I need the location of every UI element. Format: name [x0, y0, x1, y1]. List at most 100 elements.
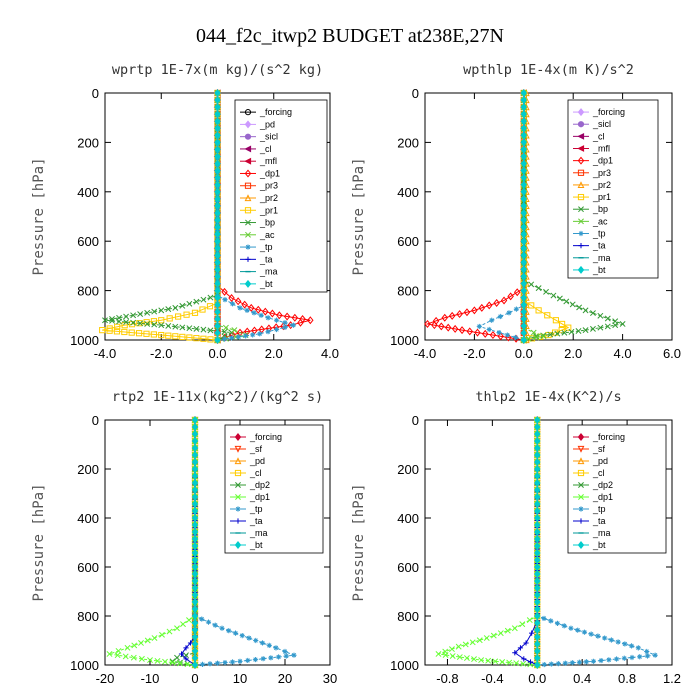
legend-entry: _forcing	[592, 432, 625, 442]
data-point	[506, 310, 512, 316]
data-point	[282, 648, 288, 655]
data-point	[535, 307, 542, 314]
y-axis-label: Pressure [hPa]	[351, 483, 367, 601]
data-point	[563, 298, 570, 305]
x-tick-label: 0.0	[208, 346, 226, 361]
data-point	[525, 335, 532, 342]
data-point	[550, 292, 557, 299]
data-point	[588, 631, 594, 637]
x-tick-label: -0.8	[436, 671, 458, 686]
plot-frame	[424, 92, 673, 341]
data-point	[619, 320, 626, 327]
data-point	[207, 327, 214, 334]
data-point	[151, 308, 158, 315]
data-point	[283, 653, 289, 659]
legend-entry: _cl	[592, 468, 605, 478]
data-point	[229, 659, 236, 665]
data-point	[282, 320, 288, 326]
data-point	[485, 301, 493, 310]
data-point	[123, 319, 130, 326]
data-point	[597, 312, 604, 319]
data-point	[529, 630, 535, 636]
data-point	[590, 310, 596, 317]
data-point	[478, 303, 486, 312]
data-point	[291, 313, 299, 322]
data-point	[520, 336, 528, 344]
data-point	[275, 654, 282, 660]
data-point	[637, 654, 643, 660]
data-point	[172, 323, 179, 330]
legend-entry: _pr3	[259, 181, 278, 191]
data-point	[130, 312, 137, 319]
legend: _forcing _sf _pd _cl _dp2 _dp1 _tp _ta _ma _bt	[567, 424, 667, 554]
series-group	[99, 89, 314, 344]
legend-marker	[577, 445, 585, 453]
data-point	[121, 322, 128, 329]
data-point	[180, 621, 186, 628]
data-point	[138, 639, 144, 646]
data-point	[159, 631, 165, 638]
legend-marker	[577, 457, 585, 465]
series-line-ac	[217, 93, 248, 341]
data-point	[534, 661, 541, 669]
series-group	[435, 416, 658, 669]
legend-entry: _bt	[592, 265, 606, 275]
data-point	[613, 656, 620, 662]
data-point	[602, 635, 608, 641]
data-point	[222, 659, 228, 666]
data-point	[124, 644, 131, 651]
data-point	[598, 657, 604, 664]
data-point	[187, 640, 194, 646]
data-point	[235, 334, 242, 340]
data-point	[200, 326, 207, 333]
legend-entry: _tp	[592, 229, 606, 239]
data-point	[243, 333, 249, 339]
series-group	[424, 89, 626, 344]
data-point	[207, 336, 214, 343]
data-point	[483, 635, 490, 642]
data-point	[116, 318, 123, 325]
legend-entry: _dp2	[249, 480, 270, 490]
x-tick-label: 2.0	[265, 346, 283, 361]
data-point	[130, 319, 137, 326]
legend-entry: _tp	[592, 504, 606, 514]
y-tick-label: 0	[412, 413, 419, 428]
data-point	[193, 298, 200, 305]
data-point	[130, 654, 137, 661]
data-point	[604, 315, 611, 322]
x-tick-label: 30	[323, 671, 337, 686]
data-point	[535, 285, 542, 292]
data-point	[569, 301, 576, 308]
data-point	[499, 658, 506, 665]
data-point	[147, 657, 153, 664]
x-tick-label: 0.8	[618, 671, 636, 686]
y-tick-label: 800	[397, 284, 419, 299]
data-point	[228, 335, 235, 341]
data-point	[158, 322, 165, 329]
y-tick-label: 200	[397, 135, 419, 150]
y-tick-label: 200	[77, 462, 99, 477]
data-point	[581, 629, 588, 635]
legend-marker	[235, 482, 241, 488]
data-point	[565, 324, 572, 331]
data-point	[221, 328, 228, 335]
data-point	[562, 660, 568, 666]
x-tick-label: -0.4	[481, 671, 503, 686]
data-point	[174, 654, 180, 661]
legend-marker	[234, 445, 242, 453]
legend-marker	[245, 219, 251, 226]
y-tick-label: 600	[397, 560, 419, 575]
y-tick-label: 800	[77, 609, 99, 624]
data-point	[519, 621, 526, 628]
y-tick-label: 400	[77, 185, 99, 200]
series-line-dp1	[109, 420, 196, 666]
data-point	[113, 328, 121, 335]
y-tick-label: 800	[397, 609, 419, 624]
data-point	[511, 625, 518, 632]
legend-marker	[577, 265, 585, 274]
legend-entry: _pr2	[259, 193, 278, 203]
data-point	[99, 327, 106, 334]
legend: _forcing _sf _pd _cl _dp2 _dp1 _tp _ta _ma _bt	[224, 424, 324, 554]
legend-marker	[244, 194, 252, 202]
data-point	[265, 329, 271, 335]
